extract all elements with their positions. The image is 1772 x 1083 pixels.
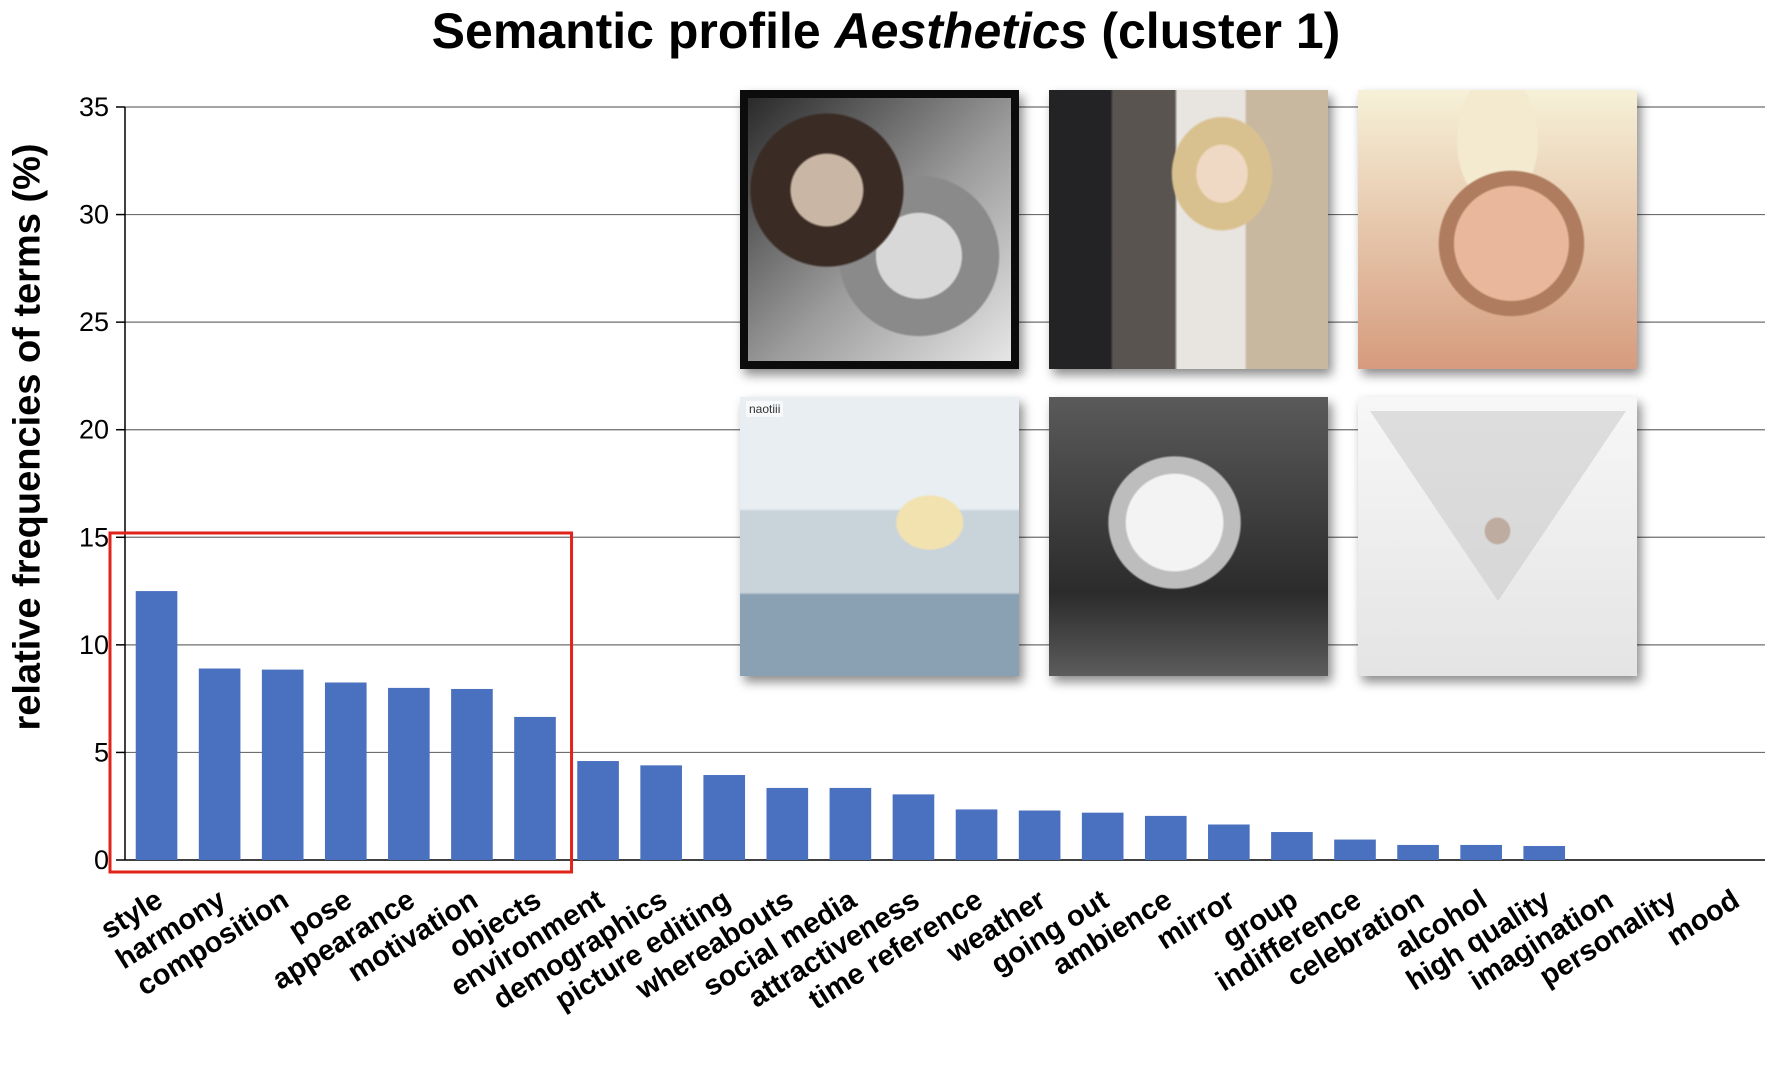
photo-woman-mirror-selfie xyxy=(1049,90,1328,369)
triangle-mirror-shape xyxy=(1370,411,1626,601)
photo-watermark: naotiii xyxy=(746,401,784,417)
bar-pose xyxy=(324,682,367,860)
y-tick-label: 15 xyxy=(79,522,109,552)
title-italic: Aesthetics xyxy=(834,3,1088,59)
photo-woman-yellow-dress: naotiii xyxy=(740,397,1019,676)
title-suffix: (cluster 1) xyxy=(1087,3,1341,59)
photo-image xyxy=(1358,90,1637,369)
y-tick-label: 10 xyxy=(79,630,109,660)
bar-time-reference xyxy=(955,809,998,860)
highlight-box xyxy=(108,531,574,874)
photo-man-hoodie-glasses xyxy=(740,90,1019,369)
bar-objects xyxy=(514,716,556,860)
bar-appearance xyxy=(388,687,430,860)
bar-weather xyxy=(1018,810,1061,860)
bar-high-quality xyxy=(1523,846,1566,860)
bar-style xyxy=(135,591,178,860)
photo-image xyxy=(740,397,1019,676)
photo-man-blond-closeup xyxy=(1358,90,1637,369)
bar-composition xyxy=(261,669,304,860)
y-tick-label: 25 xyxy=(79,307,109,337)
bar-mirror xyxy=(1208,824,1250,860)
bar-harmony xyxy=(198,668,241,860)
bar-ambience xyxy=(1144,815,1187,860)
y-tick-label: 20 xyxy=(79,415,109,445)
y-tick-label: 35 xyxy=(79,92,109,122)
photo-image xyxy=(1049,90,1328,369)
y-tick-label: 0 xyxy=(94,845,109,875)
bar-celebration xyxy=(1397,844,1439,860)
x-tick-label: mood xyxy=(1661,884,1745,953)
bar-indifference xyxy=(1334,839,1376,860)
bar-attractiveness xyxy=(892,794,935,860)
y-tick-label: 30 xyxy=(79,200,109,230)
bar-demographics xyxy=(640,765,682,860)
bar-social-media xyxy=(829,787,872,860)
bar-motivation xyxy=(451,688,493,860)
title-prefix: Semantic profile xyxy=(431,3,835,59)
photo-woman-bw-lips xyxy=(1049,397,1328,676)
chart-title: Semantic profile Aesthetics (cluster 1) xyxy=(0,0,1772,62)
photo-image xyxy=(1049,397,1328,676)
bar-whereabouts xyxy=(766,787,809,860)
bar-alcohol xyxy=(1460,844,1502,860)
bar-picture-editing xyxy=(703,775,746,860)
y-tick-label: 5 xyxy=(94,737,109,767)
photo-image xyxy=(748,98,1011,361)
bar-going-out xyxy=(1081,812,1124,860)
bar-group xyxy=(1271,832,1313,860)
bar-environment xyxy=(577,761,619,860)
photo-man-triangle-mirror xyxy=(1358,397,1637,676)
